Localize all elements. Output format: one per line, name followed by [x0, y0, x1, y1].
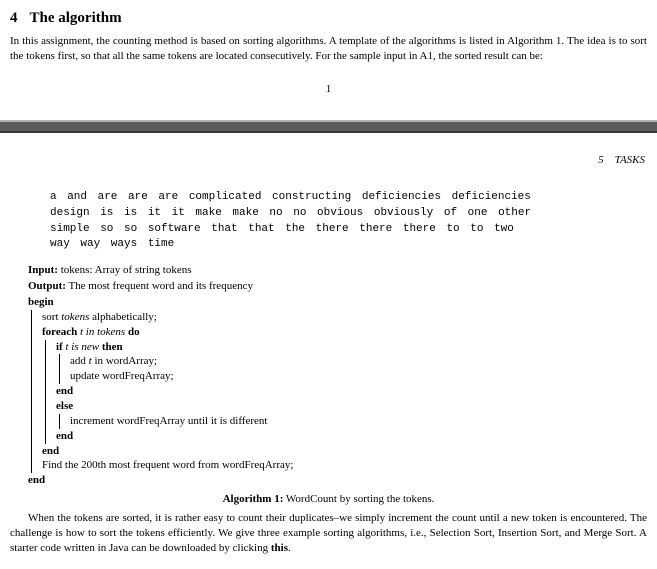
algo-line: sort tokens alphabetically;: [42, 310, 647, 325]
input-text: tokens: Array of string tokens: [58, 264, 192, 276]
output-label: Output:: [28, 280, 66, 292]
page-divider: [0, 117, 657, 137]
sorted-line: way way ways time: [50, 237, 647, 253]
algo-line: add t in wordArray;: [70, 354, 647, 369]
algo-line: increment wordFreqArray until it is diff…: [70, 414, 647, 429]
kw-begin: begin: [28, 296, 54, 308]
closing-text: When the tokens are sorted, it is rather…: [10, 512, 647, 554]
caption-label: Algorithm 1:: [223, 493, 284, 505]
kw-else: else: [56, 400, 73, 412]
sorted-line: a and are are are complicated constructi…: [50, 190, 647, 206]
algo-line: foreach t in tokens do: [42, 325, 647, 340]
algorithm-block: Input: tokens: Array of string tokens Ou…: [28, 263, 647, 488]
algo-output: Output: The most frequent word and its f…: [28, 279, 647, 294]
kw-end: end: [56, 430, 73, 442]
input-label: Input:: [28, 264, 58, 276]
algorithm-caption: Algorithm 1: WordCount by sorting the to…: [10, 492, 647, 507]
sorted-tokens-block: a and are are are complicated constructi…: [50, 190, 647, 254]
foreach-block: if t is new then add t in wordArray; upd…: [45, 340, 647, 444]
if-block: add t in wordArray; update wordFreqArray…: [59, 354, 647, 384]
caption-text: WordCount by sorting the tokens.: [283, 493, 434, 505]
sorted-line: simple so so software that that the ther…: [50, 222, 647, 238]
algo-line: Find the 200th most frequent word from w…: [42, 458, 647, 473]
page-lower: 5 TASKS a and are are are complicated co…: [0, 141, 657, 569]
algo-line: if t is new then: [56, 340, 647, 355]
section-number: 4: [10, 10, 18, 26]
intro-paragraph: In this assignment, the counting method …: [10, 34, 647, 64]
algo-line: update wordFreqArray;: [70, 369, 647, 384]
prev-page-number: 1: [10, 82, 647, 97]
running-head: 5 TASKS: [10, 153, 645, 168]
else-block: increment wordFreqArray until it is diff…: [59, 414, 647, 429]
algo-input: Input: tokens: Array of string tokens: [28, 263, 647, 278]
output-text: The most frequent word and its frequency: [66, 280, 253, 292]
kw-end: end: [28, 474, 45, 486]
kw-end: end: [42, 445, 59, 457]
section-title: The algorithm: [30, 10, 122, 26]
begin-block: sort tokens alphabetically; foreach t in…: [31, 310, 647, 473]
kw-end: end: [56, 385, 73, 397]
closing-paragraph: When the tokens are sorted, it is rather…: [10, 511, 647, 556]
section-heading: 4 The algorithm: [10, 8, 647, 28]
sorted-line: design is is it it make make no no obvio…: [50, 206, 647, 222]
page-upper: 4 The algorithm In this assignment, the c…: [0, 0, 657, 111]
